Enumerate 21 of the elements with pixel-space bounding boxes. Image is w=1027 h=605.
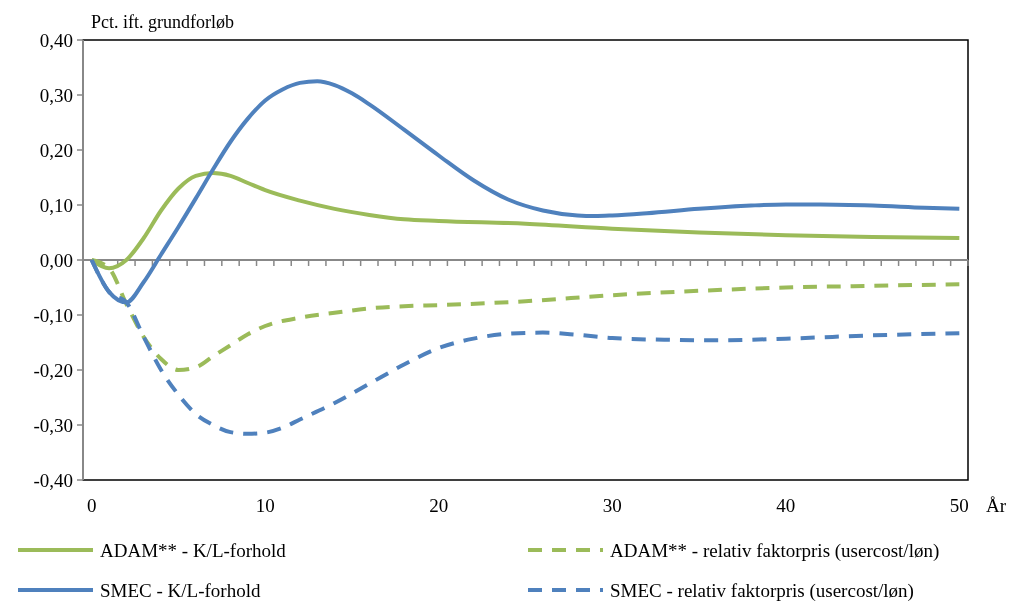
y-tick-label: 0,40 bbox=[39, 29, 73, 51]
x-tick-label: 50 bbox=[949, 495, 969, 516]
x-tick-label: 10 bbox=[255, 495, 275, 516]
y-tick-label: 0,00 bbox=[39, 249, 73, 271]
y-tick-label: -0,10 bbox=[33, 304, 73, 326]
legend-label: ADAM** - relativ faktorpris (usercost/løn) bbox=[610, 539, 940, 562]
y-tick-label: 0,30 bbox=[39, 84, 73, 106]
x-tick-label: 30 bbox=[602, 495, 622, 516]
x-tick-label: 40 bbox=[776, 495, 796, 516]
y-tick-label: -0,40 bbox=[33, 469, 73, 491]
legend-label: ADAM** - K/L-forhold bbox=[100, 539, 287, 561]
x-axis-title: År bbox=[986, 495, 1007, 516]
y-tick-label: 0,10 bbox=[39, 194, 73, 216]
y-tick-label: -0,20 bbox=[33, 359, 73, 381]
x-tick-label: 20 bbox=[429, 495, 449, 516]
y-tick-label: 0,20 bbox=[39, 139, 73, 161]
y-axis-title: Pct. ift. grundforløb bbox=[91, 12, 234, 32]
x-tick-label: 0 bbox=[86, 495, 97, 516]
legend-label: SMEC - K/L-forhold bbox=[100, 579, 261, 601]
y-tick-label: -0,30 bbox=[33, 414, 73, 436]
legend-label: SMEC - relativ faktorpris (usercost/løn) bbox=[610, 579, 914, 602]
